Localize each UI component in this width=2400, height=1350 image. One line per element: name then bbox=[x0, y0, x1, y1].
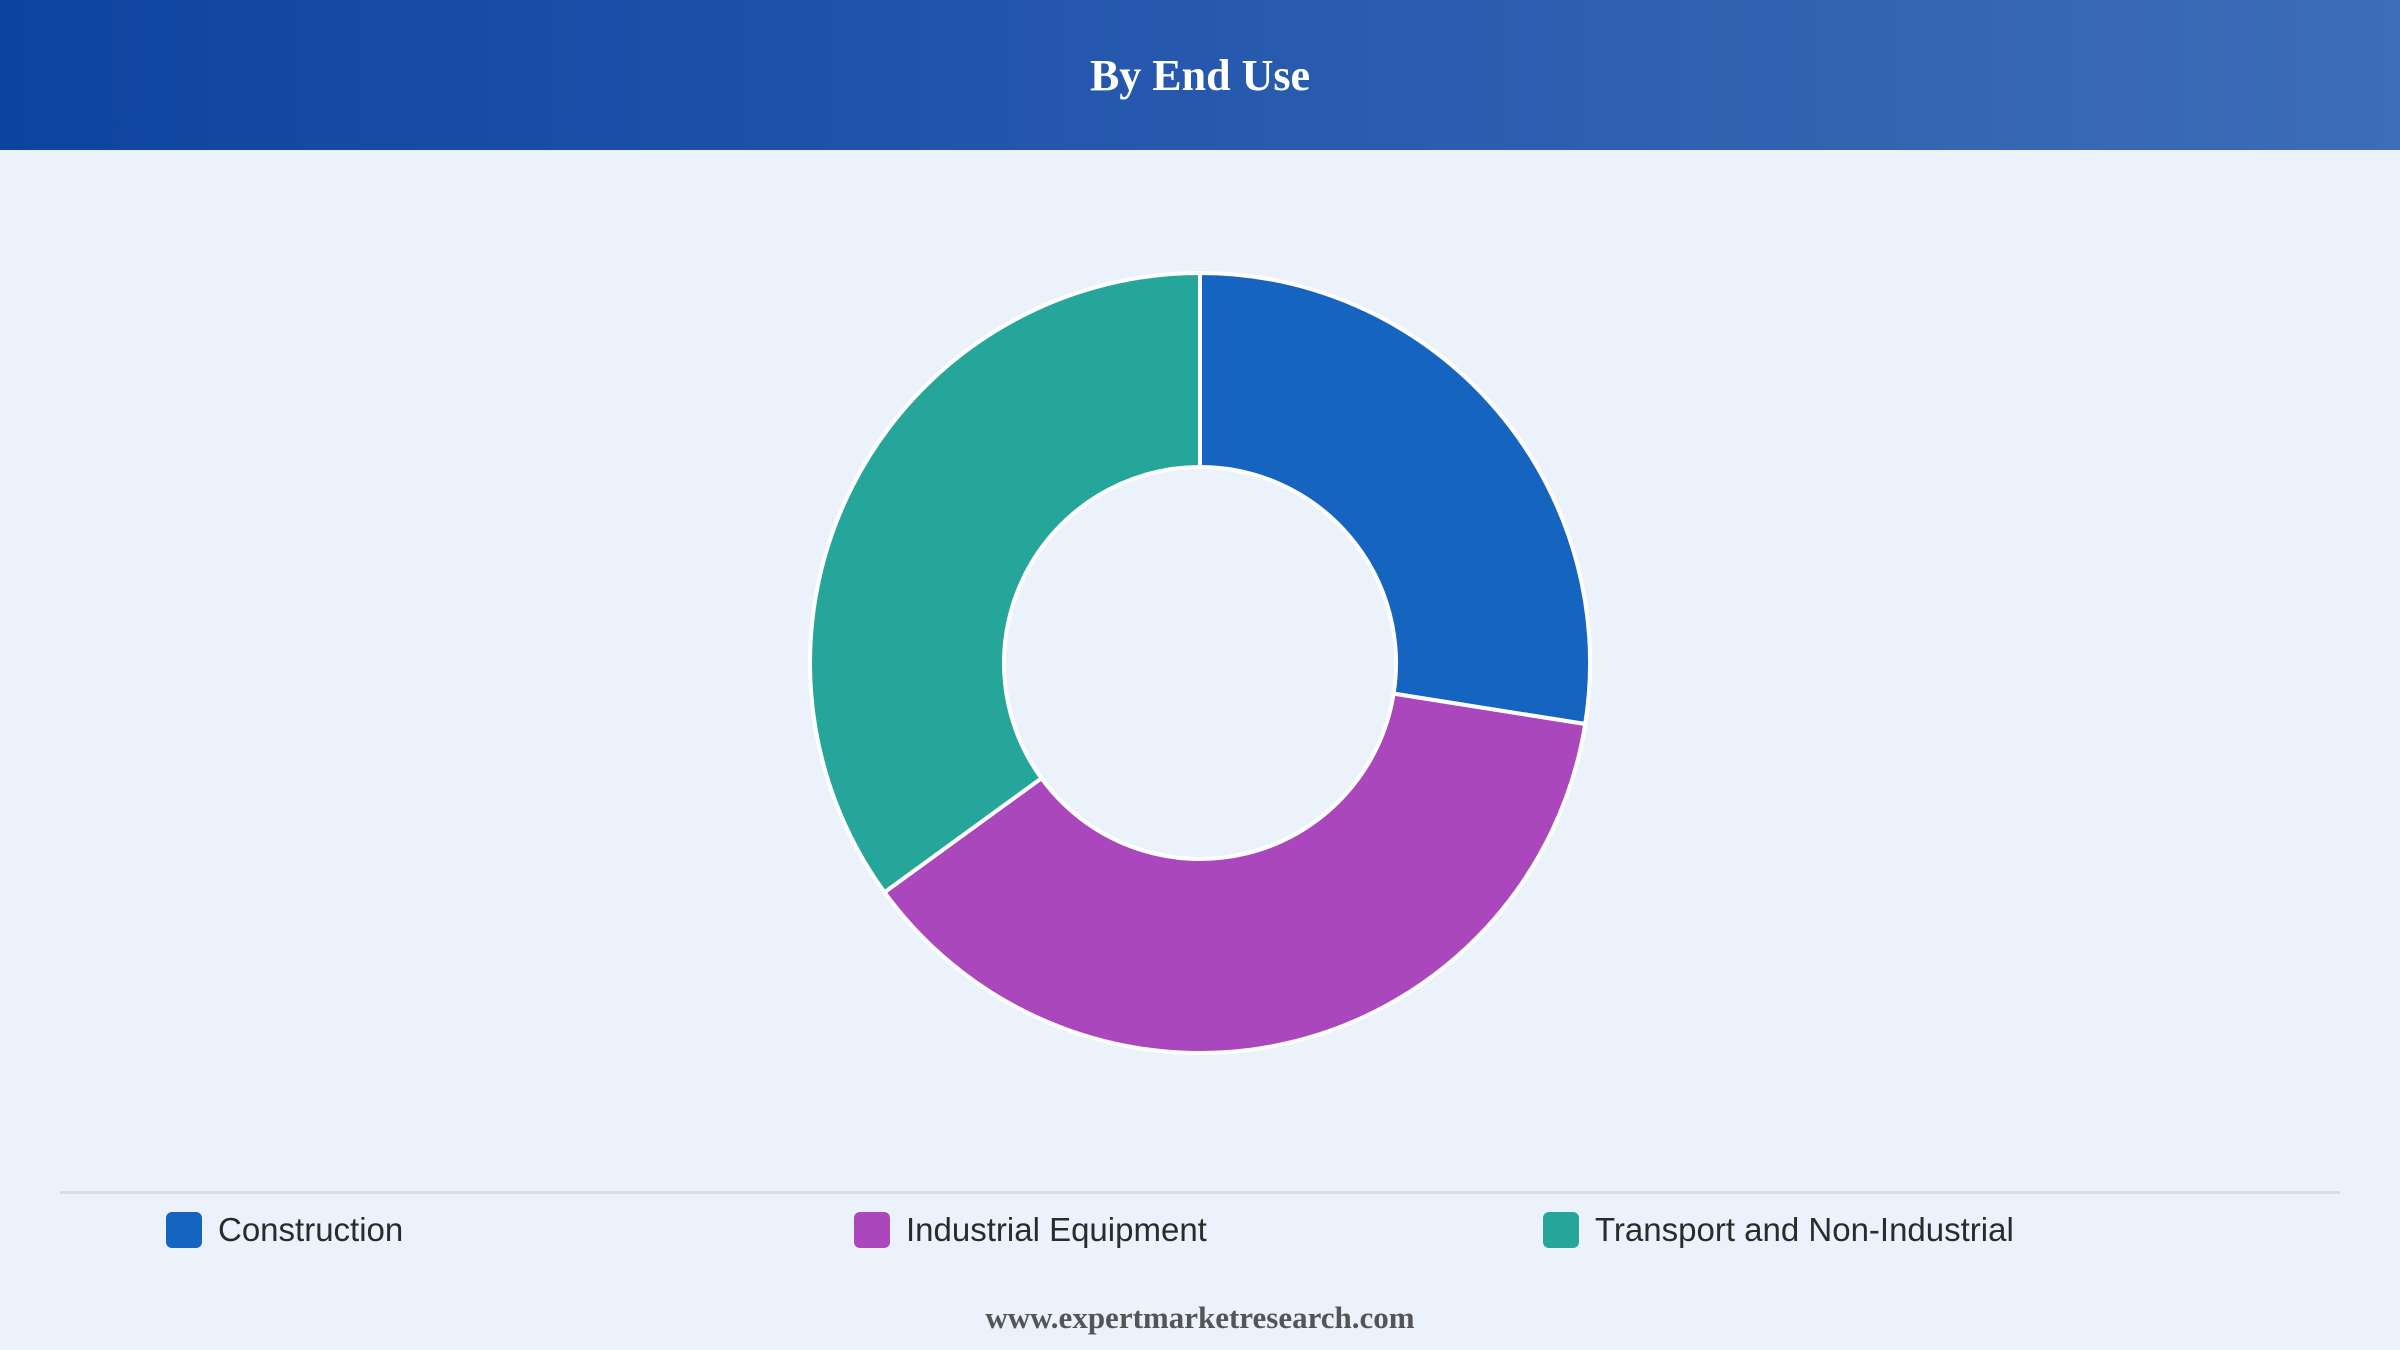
legend-swatch-industrial-equipment bbox=[854, 1212, 890, 1248]
donut-slice-industrial-equipment[interactable] bbox=[882, 691, 1588, 1055]
chart-title: By End Use bbox=[1089, 50, 1311, 100]
legend-label-construction: Construction bbox=[218, 1211, 404, 1248]
legend-item-construction[interactable]: Construction bbox=[166, 1208, 403, 1252]
legend-swatch-transport-non-industrial bbox=[1543, 1212, 1579, 1248]
donut-chart bbox=[808, 271, 1592, 1055]
legend-item-transport-non-industrial[interactable]: Transport and Non-Industrial bbox=[1543, 1208, 2014, 1252]
chart-legend: Construction Industrial Equipment Transp… bbox=[0, 1208, 2400, 1252]
source-url: www.expertmarketresearch.com bbox=[985, 1300, 1415, 1335]
legend-label-transport-non-industrial: Transport and Non-Industrial bbox=[1595, 1211, 2014, 1248]
legend-label-industrial-equipment: Industrial Equipment bbox=[906, 1211, 1207, 1248]
chart-header: By End Use bbox=[0, 0, 2400, 150]
donut-slice-construction[interactable] bbox=[1198, 271, 1592, 727]
legend-item-industrial-equipment[interactable]: Industrial Equipment bbox=[854, 1208, 1207, 1252]
legend-swatch-construction bbox=[166, 1212, 202, 1248]
legend-divider bbox=[60, 1191, 2340, 1194]
donut-slice-transport-and-non-industrial[interactable] bbox=[808, 271, 1202, 895]
